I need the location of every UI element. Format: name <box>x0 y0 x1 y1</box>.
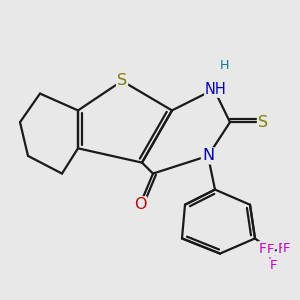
Text: H: H <box>219 59 229 72</box>
Text: F: F <box>278 242 286 256</box>
Text: N: N <box>202 148 214 164</box>
Text: S: S <box>258 115 268 130</box>
Text: F: F <box>268 254 276 268</box>
Text: F: F <box>283 242 290 255</box>
Text: O: O <box>134 197 146 212</box>
Text: F: F <box>258 242 266 256</box>
Text: NH: NH <box>205 82 227 97</box>
Text: F: F <box>270 259 277 272</box>
Text: F: F <box>267 243 274 256</box>
Text: S: S <box>117 74 127 88</box>
